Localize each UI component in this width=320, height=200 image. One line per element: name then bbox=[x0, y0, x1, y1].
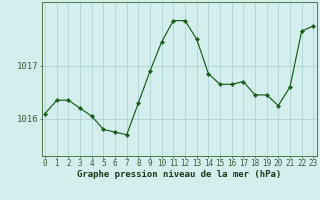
X-axis label: Graphe pression niveau de la mer (hPa): Graphe pression niveau de la mer (hPa) bbox=[77, 170, 281, 179]
